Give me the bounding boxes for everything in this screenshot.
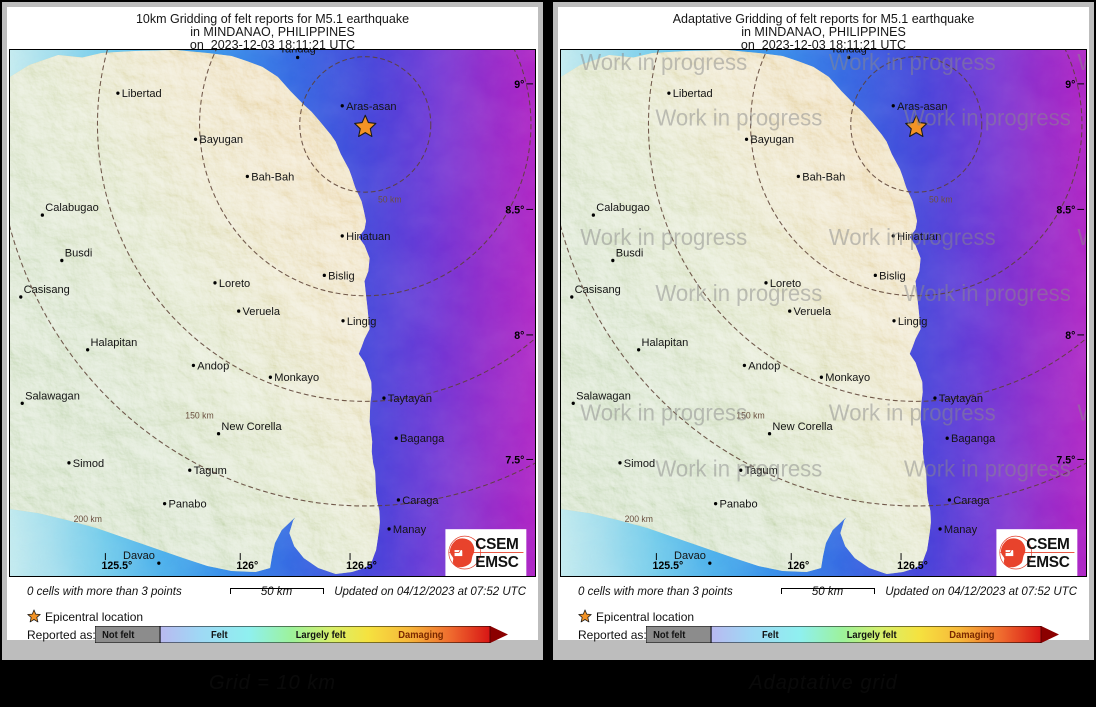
svg-text:126°: 126° [787, 559, 809, 571]
svg-text:50 km: 50 km [929, 194, 953, 204]
svg-text:Calabugao: Calabugao [45, 201, 99, 213]
svg-text:Largely felt: Largely felt [847, 630, 898, 642]
svg-text:Simod: Simod [624, 457, 655, 469]
svg-text:Monkayo: Monkayo [825, 372, 870, 384]
svg-text:Work in progress: Work in progress [580, 50, 747, 75]
svg-text:Taytayan: Taytayan [388, 392, 432, 404]
svg-text:Andop: Andop [748, 360, 780, 372]
svg-text:126.5°: 126.5° [346, 559, 377, 571]
svg-text:Felt: Felt [762, 630, 779, 642]
svg-text:50 km: 50 km [378, 194, 402, 204]
svg-text:Bayugan: Bayugan [199, 134, 243, 146]
svg-text:Halapitan: Halapitan [642, 336, 689, 348]
svg-text:200 km: 200 km [625, 514, 653, 524]
svg-text:Casisang: Casisang [24, 283, 70, 295]
svg-text:8.5°: 8.5° [505, 204, 524, 216]
svg-text:Aras-asan: Aras-asan [346, 100, 396, 112]
svg-text:CSEM: CSEM [1026, 535, 1069, 552]
svg-text:Panabo: Panabo [719, 498, 757, 510]
svg-text:Casisang: Casisang [575, 283, 621, 295]
svg-text:Felt: Felt [211, 630, 228, 642]
svg-text:Work in progress: Work in progress [1077, 224, 1086, 249]
svg-text:Work in progress: Work in progress [655, 105, 822, 130]
svg-text:Calabugao: Calabugao [596, 201, 650, 213]
svg-text:Largely felt: Largely felt [296, 630, 347, 642]
svg-text:Manay: Manay [393, 523, 427, 535]
svg-text:Not felt: Not felt [653, 630, 686, 642]
svg-text:126.5°: 126.5° [897, 559, 928, 571]
svg-text:200 km: 200 km [74, 514, 102, 524]
svg-text:CSEM: CSEM [475, 535, 518, 552]
svg-text:Lingig: Lingig [347, 315, 377, 327]
svg-text:Bislig: Bislig [879, 270, 905, 282]
svg-text:EMSC: EMSC [475, 553, 518, 570]
svg-text:Bah-Bah: Bah-Bah [251, 171, 294, 183]
svg-text:Damaging: Damaging [949, 630, 994, 642]
svg-text:Busdi: Busdi [65, 247, 93, 259]
svg-text:Damaging: Damaging [398, 630, 443, 642]
svg-text:Work in progress: Work in progress [829, 400, 996, 425]
svg-text:Manay: Manay [944, 523, 978, 535]
svg-text:Work in progress: Work in progress [829, 50, 996, 75]
svg-text:Work in progress: Work in progress [1077, 50, 1086, 75]
svg-text:Tagum: Tagum [194, 465, 227, 477]
svg-text:Lingig: Lingig [898, 315, 928, 327]
svg-text:Libertad: Libertad [673, 87, 713, 99]
svg-text:Work in progress: Work in progress [580, 400, 747, 425]
svg-text:Not felt: Not felt [102, 630, 135, 642]
svg-text:125.5°: 125.5° [653, 559, 684, 571]
svg-text:150 km: 150 km [185, 410, 213, 420]
svg-text:Halapitan: Halapitan [91, 336, 138, 348]
svg-text:Baganga: Baganga [951, 433, 996, 445]
svg-text:Work in progress: Work in progress [655, 456, 822, 481]
svg-text:8°: 8° [514, 329, 524, 341]
svg-text:Baganga: Baganga [400, 433, 445, 445]
svg-text:New Corella: New Corella [221, 420, 282, 432]
svg-text:Work in progress: Work in progress [904, 105, 1071, 130]
svg-text:Simod: Simod [73, 457, 104, 469]
svg-text:Hinatuan: Hinatuan [346, 230, 390, 242]
svg-text:9°: 9° [1065, 78, 1075, 90]
svg-text:Caraga: Caraga [402, 494, 439, 506]
svg-text:Work in progress: Work in progress [829, 224, 996, 249]
svg-text:125.5°: 125.5° [102, 559, 133, 571]
svg-text:Work in progress: Work in progress [655, 280, 822, 305]
svg-text:Work in progress: Work in progress [580, 224, 747, 249]
svg-text:Loreto: Loreto [219, 277, 250, 289]
svg-text:Bayugan: Bayugan [750, 134, 794, 146]
svg-text:New Corella: New Corella [772, 420, 833, 432]
svg-text:Panabo: Panabo [168, 498, 206, 510]
svg-text:Monkayo: Monkayo [274, 372, 319, 384]
svg-text:Veruela: Veruela [243, 305, 281, 317]
svg-text:8°: 8° [1065, 329, 1075, 341]
svg-text:Libertad: Libertad [122, 87, 162, 99]
svg-text:Work in progress: Work in progress [1077, 400, 1086, 425]
svg-text:Bislig: Bislig [328, 270, 354, 282]
svg-text:9°: 9° [514, 78, 524, 90]
svg-text:8.5°: 8.5° [1056, 204, 1075, 216]
svg-text:7.5°: 7.5° [505, 454, 524, 466]
svg-text:Caraga: Caraga [953, 494, 990, 506]
svg-text:Work in progress: Work in progress [904, 456, 1071, 481]
svg-text:Bah-Bah: Bah-Bah [802, 171, 845, 183]
svg-text:Andop: Andop [197, 360, 229, 372]
svg-text:126°: 126° [236, 559, 258, 571]
svg-text:EMSC: EMSC [1026, 553, 1069, 570]
svg-text:Tandag: Tandag [279, 50, 315, 56]
svg-text:Veruela: Veruela [794, 305, 832, 317]
svg-text:Salawagan: Salawagan [25, 390, 80, 402]
svg-text:Work in progress: Work in progress [904, 280, 1071, 305]
